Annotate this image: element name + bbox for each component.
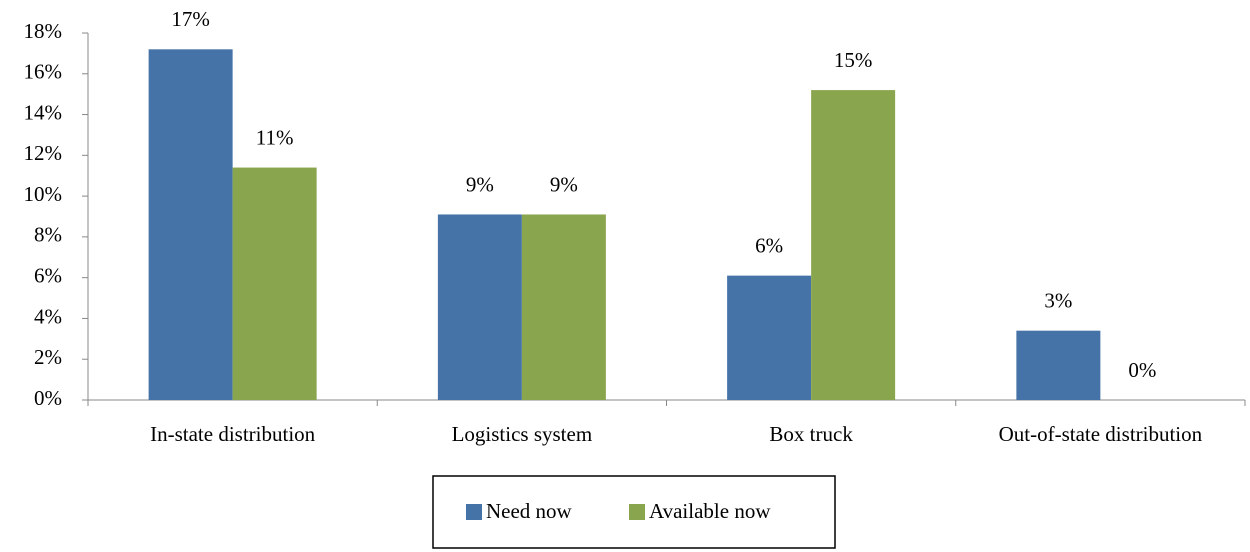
data-label: 15%: [834, 48, 873, 72]
y-tick-label: 4%: [34, 304, 62, 328]
bar: [811, 90, 896, 400]
legend-swatch: [466, 504, 482, 520]
bar: [148, 49, 233, 401]
data-label: 9%: [550, 172, 578, 196]
y-tick-label: 16%: [24, 60, 63, 84]
y-tick-label: 6%: [34, 263, 62, 287]
y-tick-label: 12%: [24, 141, 63, 165]
legend-label: Need now: [486, 499, 573, 523]
y-tick-label: 8%: [34, 223, 62, 247]
y-tick-label: 10%: [24, 182, 63, 206]
bar: [727, 275, 812, 400]
bar: [1016, 330, 1101, 400]
x-tick-label: In-state distribution: [150, 422, 316, 446]
x-tick-label: Box truck: [769, 422, 853, 446]
data-label: 3%: [1044, 288, 1072, 312]
bar: [521, 214, 606, 400]
data-label: 9%: [466, 172, 494, 196]
data-label: 17%: [171, 7, 210, 31]
bar: [232, 167, 317, 400]
y-tick-label: 14%: [24, 100, 63, 124]
x-tick-label: Logistics system: [452, 422, 593, 446]
legend-label: Available now: [649, 499, 771, 523]
y-tick-label: 0%: [34, 386, 62, 410]
data-label: 11%: [256, 125, 294, 149]
data-label: 6%: [755, 233, 783, 257]
legend-swatch: [629, 504, 645, 520]
x-tick-label: Out-of-state distribution: [999, 422, 1203, 446]
y-tick-label: 2%: [34, 345, 62, 369]
bar: [437, 214, 522, 400]
legend-box: [432, 475, 836, 549]
y-tick-label: 18%: [24, 19, 63, 43]
data-label: 0%: [1128, 358, 1156, 382]
